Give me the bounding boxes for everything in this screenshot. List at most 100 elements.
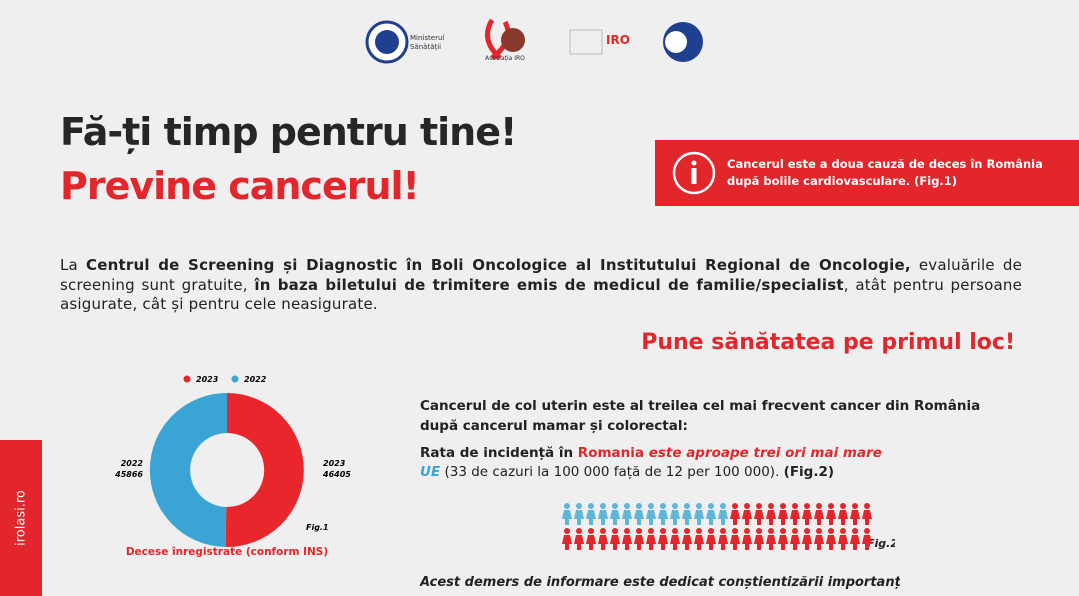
person-body: [790, 510, 800, 525]
person-body: [802, 535, 812, 550]
text: Romania: [577, 445, 644, 461]
person-head: [864, 503, 870, 509]
person-body: [562, 510, 572, 525]
info-icon: [672, 151, 716, 195]
person-head: [612, 503, 618, 509]
person-head: [576, 503, 582, 509]
logo-ball: [501, 28, 525, 52]
person-head: [768, 528, 774, 534]
footer-text: Acest demers de informare este dedicat c…: [420, 575, 900, 590]
person-head: [756, 528, 762, 534]
text: Rata de incidență în: [420, 445, 578, 461]
person-body: [706, 510, 716, 525]
logo-iro-mark: [569, 29, 603, 55]
text: în baza biletului de trimitere emis de m…: [254, 275, 844, 294]
person-head: [864, 528, 870, 534]
logo-text: IRO: [606, 33, 630, 47]
person-head: [744, 528, 750, 534]
text: La: [60, 256, 87, 274]
text: , atât pentru persoane asigurate, cât și…: [60, 275, 1022, 314]
person-body: [574, 510, 584, 525]
title: Fă-ți timp pentru tine!: [60, 110, 517, 154]
person-head: [672, 528, 678, 534]
person-body: [862, 535, 872, 550]
person-body: [730, 510, 740, 525]
text: (33 de cazuri la 100 000 față de 12 per …: [440, 464, 784, 480]
person-head: [780, 503, 786, 509]
logo-university-inner: [665, 31, 687, 53]
slogan: Pune sănătatea pe primul loc!: [641, 330, 1015, 355]
person-body: [826, 535, 836, 550]
donut-slice: [225, 393, 304, 547]
text: (Fig.2): [783, 464, 835, 480]
person-body: [562, 535, 572, 550]
logo-ministry-inner: [375, 30, 399, 54]
person-head: [792, 503, 798, 509]
person-body: [670, 535, 680, 550]
person-head: [816, 528, 822, 534]
person-body: [718, 510, 728, 525]
person-body: [754, 535, 764, 550]
person-body: [622, 535, 632, 550]
text: Centrul de Screening și Diagnostic în Bo…: [86, 256, 911, 274]
person-body: [778, 535, 788, 550]
person-body: [826, 510, 836, 525]
person-body: [610, 535, 620, 550]
person-body: [586, 510, 596, 525]
person-head: [732, 528, 738, 534]
slice-value: 46405: [322, 470, 351, 479]
person-head: [696, 503, 702, 509]
person-body: [622, 510, 632, 525]
donut-slice: [149, 392, 227, 547]
person-body: [742, 510, 752, 525]
person-body: [598, 535, 608, 550]
legend-swatch: [183, 375, 191, 383]
person-head: [780, 528, 786, 534]
person-head: [564, 503, 570, 509]
person-head: [852, 528, 858, 534]
text: UE: [420, 464, 441, 480]
person-head: [684, 528, 690, 534]
person-head: [804, 528, 810, 534]
logo-text: Asociația IRO: [485, 55, 525, 62]
slice-year: 2023: [323, 459, 346, 468]
person-body: [610, 510, 620, 525]
person-body: [646, 510, 656, 525]
person-head: [660, 503, 666, 509]
person-body: [862, 510, 872, 525]
person-head: [660, 528, 666, 534]
chart-caption: Decese înregistrate (conform INS): [126, 546, 328, 558]
side-label: irolasi.ro: [13, 490, 29, 546]
people-pictogram: Fig.2: [562, 503, 895, 550]
person-body: [742, 535, 752, 550]
person-head: [708, 503, 714, 509]
person-body: [658, 510, 668, 525]
person-body: [766, 510, 776, 525]
text: evaluările de screening sunt gratuite,: [60, 256, 1023, 294]
person-head: [840, 503, 846, 509]
person-body: [598, 510, 608, 525]
logo-text: Ministerul: [410, 34, 444, 42]
person-head: [720, 528, 726, 534]
text: este aproape trei ori mai mare: [644, 445, 882, 461]
person-head: [648, 503, 654, 509]
person-head: [744, 503, 750, 509]
person-head: [756, 503, 762, 509]
person-body: [586, 535, 596, 550]
person-body: [682, 510, 692, 525]
info-text: Cancerul este a doua cauză de deces în R…: [727, 157, 1043, 188]
intro-paragraph: La Centrul de Screening și Diagnostic în…: [60, 256, 1022, 315]
person-head: [600, 528, 606, 534]
person-head: [576, 528, 582, 534]
person-body: [754, 510, 764, 525]
person-head: [720, 503, 726, 509]
person-body: [670, 510, 680, 525]
donut-chart: 2023 2022 2023 46405 2022 45866 Fig.1 Decese în…: [114, 375, 351, 558]
incidence-text: Rata de incidență în Romania este aproap…: [420, 444, 896, 488]
person-head: [672, 503, 678, 509]
person-head: [708, 528, 714, 534]
person-body: [730, 535, 740, 550]
side-bar: irolasi.ro: [0, 440, 42, 596]
person-body: [682, 535, 692, 550]
text: Cancerul de col uterin este al treilea c…: [420, 398, 981, 434]
